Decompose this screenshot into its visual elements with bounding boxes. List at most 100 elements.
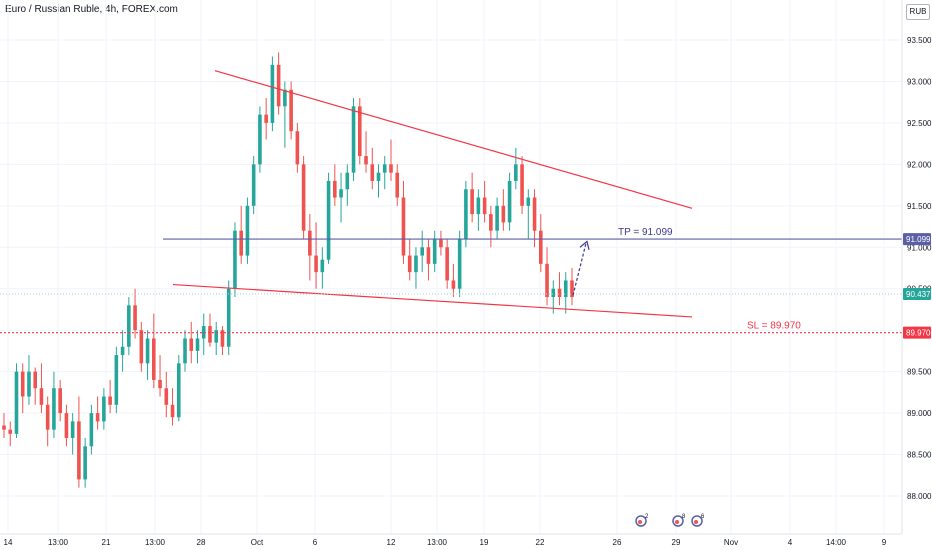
candle-body: [333, 180, 337, 198]
candle-body: [189, 338, 194, 351]
candle-body: [557, 288, 562, 298]
candle-body: [476, 197, 481, 215]
candle-body: [20, 371, 25, 397]
y-tick-label: 89.500: [907, 368, 932, 377]
candle-body: [432, 238, 437, 264]
candle-body: [357, 106, 362, 157]
candle-body: [364, 156, 368, 165]
price-tag: [903, 326, 931, 339]
candle-body: [514, 164, 518, 181]
candle-body: [158, 379, 162, 389]
candle-body: [33, 371, 38, 389]
candle-body: [95, 413, 100, 422]
candle-body: [314, 255, 318, 273]
upper-trendline[interactable]: [214, 70, 693, 209]
candle-body: [102, 396, 106, 422]
candle-body: [239, 230, 243, 256]
candle-body: [507, 180, 512, 223]
x-tick-label: Nov: [724, 538, 738, 547]
arrow-head-icon: [579, 240, 590, 250]
candle-body: [457, 238, 462, 289]
candle-body: [395, 172, 400, 198]
candle-body: [289, 89, 293, 132]
candle-body: [52, 388, 56, 430]
tp-annotation: TP = 91.099: [618, 227, 673, 238]
candle-body: [376, 172, 381, 181]
event-marker-count: 2: [645, 514, 649, 520]
candle-body: [245, 205, 250, 256]
x-tick-label: 14: [4, 538, 13, 547]
candle-body: [351, 106, 356, 173]
candle-body: [308, 230, 312, 256]
candle-body: [345, 172, 350, 190]
candle-body: [39, 388, 44, 405]
candle-body: [233, 230, 237, 289]
candle-body: [301, 164, 306, 231]
sl-annotation: SL = 89.970: [747, 321, 801, 332]
candle-body: [176, 363, 181, 418]
candle-body: [208, 326, 212, 343]
candle-body: [251, 164, 256, 206]
candle-body: [8, 429, 13, 434]
candle-body: [451, 280, 456, 289]
candle-body: [439, 238, 443, 248]
y-tick-label: 92.000: [907, 160, 932, 169]
drawings[interactable]: TP = 91.099 SL = 89.970: [0, 70, 902, 334]
candle-body: [501, 205, 506, 223]
candle-body: [77, 421, 81, 480]
x-tick-label: Oct: [251, 538, 264, 547]
x-tick-label: 13:00: [48, 538, 69, 547]
x-tick-label: 19: [480, 538, 489, 547]
candle-body: [58, 388, 62, 414]
candle-body: [464, 189, 468, 239]
candle-body: [201, 326, 206, 339]
lower-trendline[interactable]: [172, 283, 693, 318]
candle-body: [258, 114, 262, 165]
candles: [2, 52, 574, 488]
currency-badge[interactable]: RUB: [906, 4, 930, 20]
candle-body: [14, 371, 19, 434]
candle-body: [489, 214, 493, 231]
y-tick-label: 89.000: [907, 409, 932, 418]
candle-body: [133, 305, 137, 331]
candle-body: [545, 263, 549, 298]
candle-body: [89, 413, 94, 447]
x-tick-label: 12: [387, 538, 396, 547]
x-tick-label: 21: [102, 538, 111, 547]
candle-body: [214, 330, 219, 343]
candle-body: [339, 189, 343, 198]
candle-body: [389, 164, 393, 173]
y-tick-label: 92.500: [907, 119, 932, 128]
candle-body: [495, 205, 499, 231]
candle-body: [551, 288, 556, 298]
y-tick-label: 88.000: [907, 492, 932, 501]
candle-body: [283, 89, 287, 107]
x-tick-label: 13:00: [145, 538, 166, 547]
candle-body: [482, 197, 487, 215]
candle-body: [120, 346, 125, 356]
candle-body: [139, 330, 144, 364]
projection-arrow-line[interactable]: [572, 242, 587, 296]
y-tick-label: 91.500: [907, 202, 932, 211]
candle-body: [520, 164, 524, 206]
event-marker-dot: [638, 520, 642, 524]
candle-body: [526, 197, 531, 206]
candle-body: [45, 404, 50, 430]
x-tick-label: 22: [536, 538, 545, 547]
candle-body: [326, 180, 331, 260]
x-tick-label: 4: [788, 538, 793, 547]
candle-body: [470, 189, 474, 215]
x-tick-label: 6: [313, 538, 318, 547]
candle-body: [64, 413, 69, 438]
event-marker-count: 6: [701, 514, 705, 520]
candle-body: [70, 421, 75, 438]
candle-body: [401, 197, 406, 256]
candle-body: [407, 255, 412, 273]
candle-body: [563, 280, 568, 298]
y-tick-label: 88.500: [907, 451, 932, 460]
candle-body: [152, 338, 156, 380]
event-marker-dot: [675, 520, 679, 524]
grid: [0, 0, 902, 534]
